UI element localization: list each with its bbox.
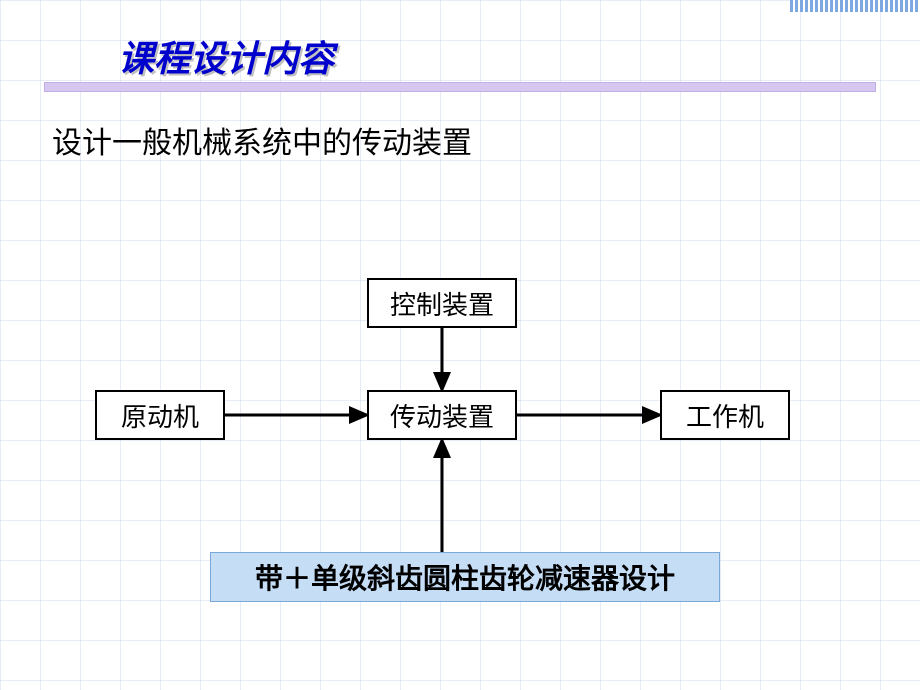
node-prime: 原动机 (95, 390, 225, 440)
slide-title: 课程设计内容 (118, 30, 334, 82)
top-right-decor (790, 0, 920, 12)
node-work: 工作机 (660, 390, 790, 440)
node-control: 控制装置 (367, 278, 517, 328)
subtitle-text: 设计一般机械系统中的传动装置 (52, 118, 472, 162)
node-drive: 传动装置 (367, 390, 517, 440)
bottom-label: 带＋单级斜齿圆柱齿轮减速器设计 (210, 552, 720, 602)
